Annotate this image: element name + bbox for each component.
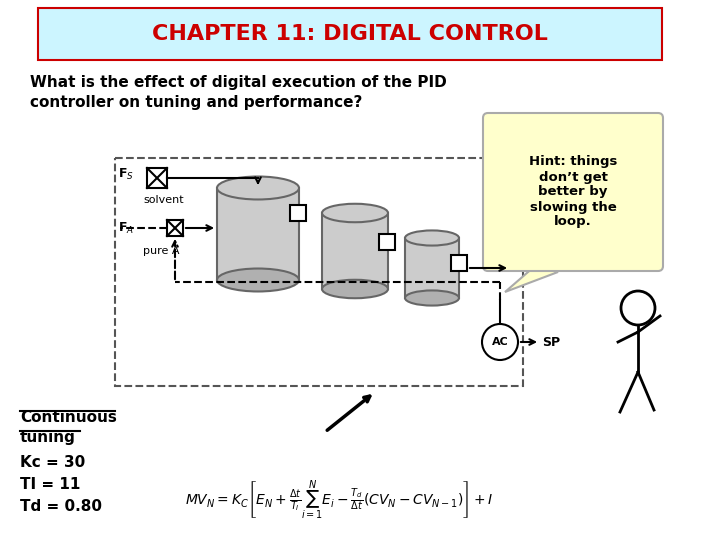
Text: F$_S$: F$_S$: [118, 166, 134, 181]
Bar: [379, 234, 395, 250]
Text: Hint: things
don’t get
better by
slowing the
loop.: Hint: things don’t get better by slowing…: [528, 156, 617, 228]
Text: solvent: solvent: [143, 195, 184, 205]
Ellipse shape: [405, 291, 459, 306]
Bar: [322, 213, 388, 289]
Ellipse shape: [405, 231, 459, 246]
Bar: [217, 188, 299, 280]
Text: F$_A$: F$_A$: [118, 220, 134, 235]
Text: What is the effect of digital execution of the PID: What is the effect of digital execution …: [30, 75, 446, 90]
Text: controller on tuning and performance?: controller on tuning and performance?: [30, 95, 362, 110]
Circle shape: [482, 324, 518, 360]
FancyBboxPatch shape: [483, 113, 663, 271]
Ellipse shape: [217, 268, 299, 292]
Bar: [405, 238, 459, 298]
Polygon shape: [505, 266, 558, 292]
FancyBboxPatch shape: [38, 8, 662, 60]
Text: $MV_N = K_C\left[E_N + \frac{\Delta t}{T_I}\sum_{i=1}^{N}E_i - \frac{T_d}{\Delta: $MV_N = K_C\left[E_N + \frac{\Delta t}{T…: [185, 478, 494, 522]
Bar: [451, 255, 467, 271]
Bar: [147, 168, 167, 188]
Text: Kc = 30: Kc = 30: [20, 455, 85, 470]
Text: AC: AC: [492, 337, 508, 347]
Ellipse shape: [322, 204, 388, 222]
Text: pure A: pure A: [143, 246, 179, 256]
Text: CHAPTER 11: DIGITAL CONTROL: CHAPTER 11: DIGITAL CONTROL: [152, 24, 548, 44]
Text: Td = 0.80: Td = 0.80: [20, 499, 102, 514]
Bar: [115, 158, 523, 386]
Text: TI = 11: TI = 11: [20, 477, 81, 492]
Text: tuning: tuning: [20, 430, 76, 445]
Text: SP: SP: [542, 335, 560, 348]
Ellipse shape: [217, 177, 299, 199]
Bar: [290, 205, 306, 221]
Ellipse shape: [322, 280, 388, 298]
Text: Continuous: Continuous: [20, 410, 117, 425]
Bar: [167, 220, 183, 236]
